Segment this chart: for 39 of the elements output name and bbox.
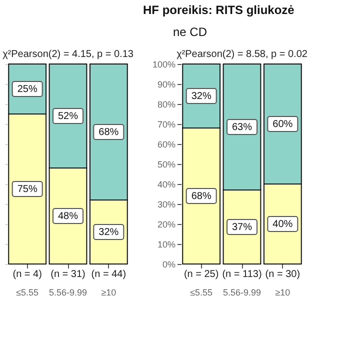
chart-title: HF poreikis: RITS gliukozė: [143, 3, 295, 17]
text: (n = 44): [91, 269, 126, 280]
text: (n = 25): [184, 269, 219, 280]
y-tick-label: 20%: [157, 220, 176, 230]
y-tick-label: 80%: [157, 100, 176, 110]
y-tick-label: 0%: [162, 260, 176, 270]
y-tick-label: 40%: [157, 180, 176, 190]
data-label: 40%: [272, 219, 293, 230]
data-label: 32%: [98, 227, 119, 238]
x-tick-label: ≥10: [275, 288, 290, 298]
data-label: 52%: [58, 111, 78, 122]
data-label: 68%: [98, 127, 119, 138]
chart-subtitle: ne CD: [173, 25, 208, 39]
x-tick-label: ≥10: [101, 288, 116, 298]
data-label: 48%: [58, 211, 78, 222]
text: χ²Pearson(2) = 8.58, p = 0.02: [176, 49, 308, 60]
text: (n = 4): [12, 269, 42, 280]
data-label: 63%: [232, 122, 252, 133]
data-label: 60%: [272, 119, 293, 130]
x-tick-label: 5.56-9.99: [48, 288, 88, 298]
text: χ²Pearson(2) = 4.15, p = 0.13: [2, 49, 134, 60]
y-tick-label: 10%: [157, 240, 176, 250]
y-tick-label: 70%: [157, 120, 176, 130]
data-label: 75%: [17, 184, 38, 195]
x-tick-label: 5.56-9.99: [222, 288, 262, 298]
data-label: 37%: [232, 222, 252, 233]
y-tick-label: 60%: [157, 140, 176, 150]
text: (n = 31): [50, 269, 86, 280]
y-tick-label: 100%: [152, 60, 176, 70]
text: (n = 113): [222, 269, 262, 280]
y-tick-label: 30%: [157, 200, 176, 210]
y-tick-label: 90%: [157, 80, 176, 90]
x-tick-label: ≤5.55: [16, 288, 39, 298]
data-label: 32%: [191, 91, 212, 102]
data-label: 68%: [191, 191, 212, 202]
data-label: 25%: [17, 84, 38, 95]
y-tick-label: 50%: [157, 160, 176, 170]
text: (n = 30): [265, 269, 300, 280]
x-tick-label: ≤5.55: [190, 288, 213, 298]
